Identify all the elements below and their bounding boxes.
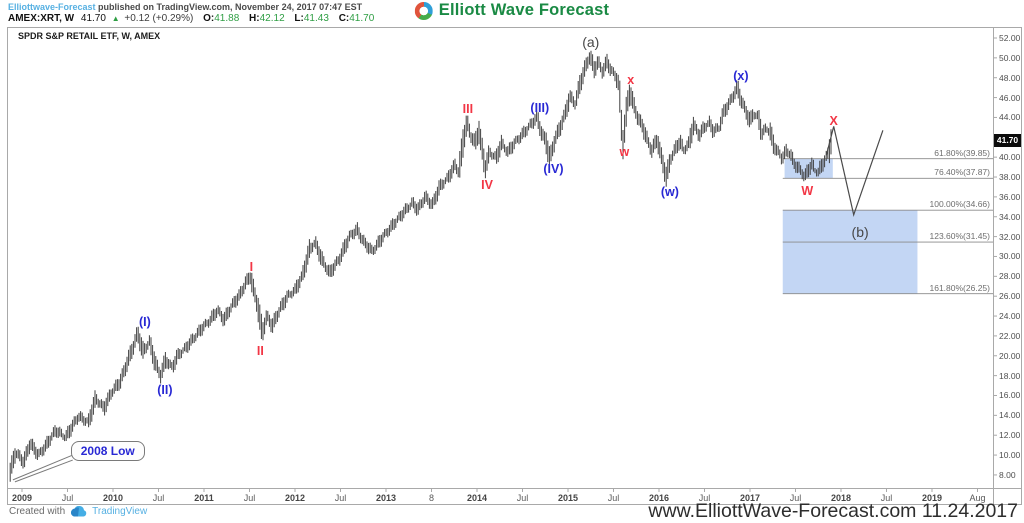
byline: Elliottwave-Forecast published on Tradin… bbox=[8, 2, 362, 12]
projection-path bbox=[825, 126, 884, 217]
last-price-tag: 41.70 bbox=[994, 133, 1021, 147]
ohlc-open: O:41.88 bbox=[203, 13, 239, 24]
callout-tail-line bbox=[12, 454, 73, 481]
2008-low-callout: 2008 Low bbox=[70, 441, 145, 462]
ticker-last-price: 41.70 bbox=[80, 13, 106, 24]
ohlc-low-value: 41.43 bbox=[303, 13, 329, 24]
chart-title: SPDR S&P RETAIL ETF, W, AMEX bbox=[18, 31, 161, 41]
ohlc-close: C:41.70 bbox=[339, 13, 375, 24]
ohlc-high: H:42.12 bbox=[249, 13, 285, 24]
tradingview-link[interactable]: TradingView bbox=[92, 506, 148, 517]
ohlc-open-label: O: bbox=[203, 13, 215, 24]
ohlc-low-label: L: bbox=[294, 13, 304, 24]
ohlc-high-label: H: bbox=[249, 13, 260, 24]
created-with: Created with TradingView bbox=[9, 506, 147, 517]
watermark: www.ElliottWave-Forecast.com 11.24.2017 bbox=[648, 500, 1018, 522]
created-with-text: Created with bbox=[9, 506, 66, 517]
price-up-arrow-icon: ▲ bbox=[111, 14, 120, 23]
chart-frame bbox=[7, 27, 1022, 505]
ohlc-close-value: 41.70 bbox=[349, 13, 375, 24]
ohlc-open-value: 41.88 bbox=[214, 13, 240, 24]
ticker-symbol: AMEX:XRT, W bbox=[8, 13, 75, 24]
ohlc-close-label: C: bbox=[338, 13, 350, 24]
ohlc-low: L:41.43 bbox=[294, 13, 328, 24]
byline-text: published on TradingView.com, November 2… bbox=[95, 2, 363, 12]
ticker-row: AMEX:XRT, W 41.70 ▲ +0.12 (+0.29%) O:41.… bbox=[8, 13, 374, 24]
ticker-change: +0.12 (+0.29%) bbox=[124, 13, 194, 24]
callout-tail-line bbox=[14, 459, 73, 483]
elliott-wave-forecast-logo: Elliott Wave Forecast bbox=[414, 1, 610, 20]
elliott-wave-forecast-logo-icon bbox=[414, 1, 433, 20]
price-bars bbox=[9, 50, 832, 482]
author-link[interactable]: Elliottwave-Forecast bbox=[8, 2, 96, 12]
elliott-wave-forecast-logo-text: Elliott Wave Forecast bbox=[438, 1, 610, 19]
ohlc-high-value: 42.12 bbox=[259, 13, 285, 24]
tradingview-cloud-icon bbox=[71, 506, 87, 517]
target-box bbox=[782, 210, 918, 294]
